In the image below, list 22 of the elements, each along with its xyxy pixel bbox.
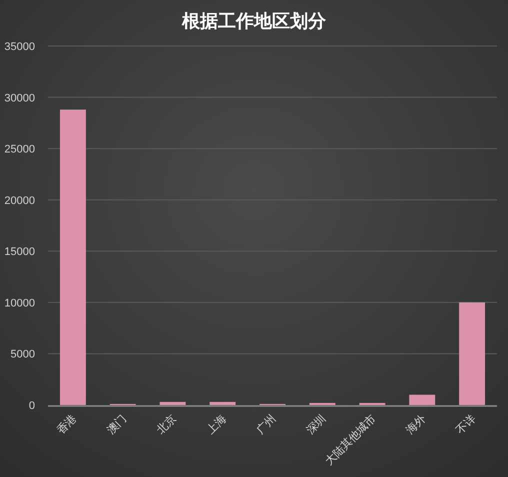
bar [160,402,186,405]
x-tick-label: 上海 [204,412,229,437]
x-tick-label: 不详 [453,412,478,437]
x-tick-label: 海外 [404,412,428,437]
y-tick-label: 25000 [4,144,35,156]
bar [60,110,86,405]
y-tick-label: 35000 [4,41,35,53]
bar [210,402,236,405]
y-tick-label: 15000 [4,246,35,258]
chart-title: 根据工作地区划分 [181,11,327,31]
x-tick-label: 北京 [154,412,179,437]
bar [409,394,436,405]
y-tick-label: 20000 [4,194,35,207]
x-tick-label: 香港 [54,412,80,437]
y-tick-label: 5000 [10,348,35,361]
y-tick-label: 0 [28,400,35,412]
bar [459,302,486,405]
x-tick-label: 深圳 [304,412,329,437]
y-tick-label: 30000 [4,92,35,104]
y-tick-label: 10000 [4,297,35,310]
x-tick-label: 广州 [254,412,279,437]
x-tick-label: 澳门 [104,412,129,437]
